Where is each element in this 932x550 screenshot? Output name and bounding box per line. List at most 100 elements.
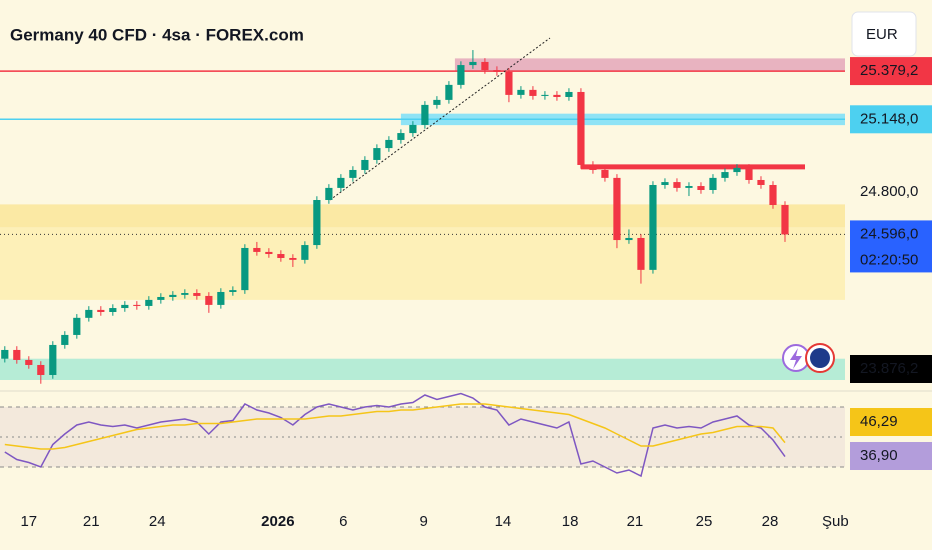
candle-body (97, 309, 105, 312)
candle-body (553, 94, 561, 97)
candle-body (637, 237, 645, 270)
x-tick-label: Şub (822, 513, 849, 530)
candle-body (661, 182, 669, 185)
candle-body (133, 304, 141, 306)
candle-body (121, 304, 129, 309)
candle-body (601, 169, 609, 178)
candle-body (337, 177, 345, 188)
indicator-icons[interactable] (782, 343, 835, 373)
candle-body (685, 186, 693, 188)
x-tick-label: 25 (696, 513, 713, 530)
candle-body (241, 247, 249, 291)
candle-body (301, 245, 309, 260)
candle-body (565, 91, 573, 97)
candle-body (541, 94, 549, 96)
candle-body (445, 84, 453, 100)
candle-body (325, 187, 333, 201)
price-label: 23.876,2 (860, 360, 918, 377)
price-label: 25.148,0 (860, 110, 918, 127)
candle-body (721, 172, 729, 178)
currency-button[interactable] (851, 11, 917, 57)
x-tick-label: 9 (420, 513, 428, 530)
x-tick-label: 14 (495, 513, 512, 530)
zone (0, 358, 845, 380)
zone (0, 204, 845, 228)
candle-body (649, 184, 657, 270)
price-label-bg (850, 105, 932, 134)
candle-body (37, 364, 45, 375)
x-tick-label: 18 (562, 513, 579, 530)
candle-body (109, 308, 117, 312)
candle-body (253, 247, 261, 252)
price-label: 25.379,2 (860, 62, 918, 79)
candle-body (385, 139, 393, 149)
x-tick-label: 21 (83, 513, 100, 530)
zones (0, 58, 845, 380)
candle-body (709, 177, 717, 190)
chart-title: Germany 40 CFD · 4sa · FOREX.com (10, 25, 304, 44)
price-label: 24.596,0 (860, 225, 918, 242)
x-tick-label: 28 (762, 513, 779, 530)
candle-body (673, 182, 681, 188)
candle-body (1, 349, 9, 359)
candle-body (469, 61, 477, 66)
rsi-label-bg (850, 408, 932, 436)
rsi-band (0, 407, 845, 467)
candle-body (49, 344, 57, 375)
candle-body (25, 359, 33, 365)
rsi-label-bg (850, 442, 932, 470)
price-label-bg (850, 220, 932, 273)
candle-body (73, 317, 81, 335)
candles (1, 50, 789, 384)
candle-body (457, 65, 465, 85)
candle-body (433, 99, 441, 105)
candle-body (205, 295, 213, 305)
candle-body (577, 91, 585, 165)
candle-body (745, 167, 753, 180)
price-axis: 25.379,2 25.148,0 24.800,0 24.596,0 02:20:50… (20, 57, 932, 530)
rsi-line (4, 403, 786, 450)
candle-body (277, 254, 285, 258)
candle-body (361, 159, 369, 170)
candle-body (373, 148, 381, 160)
x-tick-label: 21 (627, 513, 644, 530)
x-tick-label: 6 (339, 513, 347, 530)
candle-body (733, 167, 741, 173)
rsi-label: 36,90 (860, 447, 898, 464)
candle-body (289, 257, 297, 260)
candle-body (397, 133, 405, 140)
candle-body (313, 200, 321, 246)
candle-body (517, 89, 525, 95)
rsi-label: 46,29 (860, 413, 898, 430)
candle-body (505, 71, 513, 95)
countdown: 02:20:50 (860, 251, 918, 268)
x-tick-label: 2026 (261, 513, 294, 530)
candle-body (529, 89, 537, 96)
rsi (0, 392, 845, 478)
candle-body (625, 237, 633, 241)
candle-body (697, 186, 705, 190)
lightning (790, 348, 802, 369)
candle-body (13, 349, 21, 360)
candle-body (589, 164, 597, 170)
candle-body (85, 309, 93, 318)
x-tick-label: 17 (20, 513, 37, 530)
candle-body (157, 296, 165, 300)
candle-body (613, 177, 621, 241)
currency[interactable]: EUR (866, 26, 898, 43)
candle-body (409, 124, 417, 134)
x-tick-label: 24 (149, 513, 166, 530)
price-label-bg (850, 355, 932, 383)
candle-body (349, 169, 357, 178)
candle-body (217, 291, 225, 305)
candle-body (757, 179, 765, 185)
price-label-bg (850, 57, 932, 86)
candle-body (265, 251, 273, 255)
candle-body (169, 294, 177, 297)
eu-flag (810, 348, 830, 368)
candle-body (61, 334, 69, 345)
candle-body (481, 61, 489, 71)
candle-body (493, 70, 501, 72)
trend-line (329, 37, 551, 201)
